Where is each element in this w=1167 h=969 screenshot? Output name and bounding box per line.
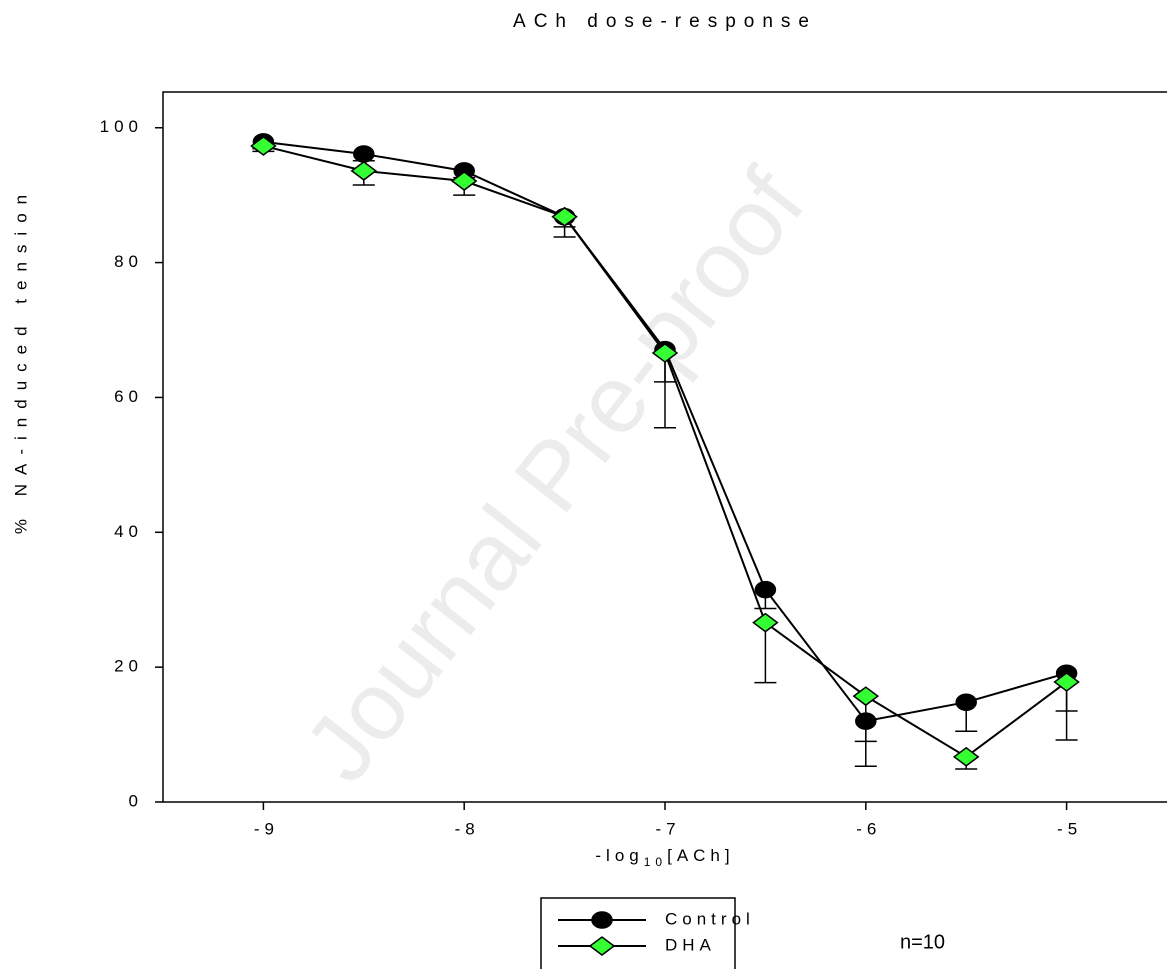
data-point: [754, 580, 777, 599]
y-tick-label: 60: [114, 387, 143, 406]
x-label-main: -log: [595, 846, 643, 865]
y-tick-label: 100: [100, 117, 143, 136]
annotation: n=10: [900, 931, 945, 953]
y-tick-label: 80: [114, 252, 143, 271]
y-tick-label: 0: [129, 791, 143, 810]
data-point: [450, 171, 478, 191]
watermark: Journal Pre-proof: [284, 150, 825, 801]
data-point: [551, 206, 578, 227]
data-point: [353, 145, 375, 163]
chart-title: ACh dose-response: [513, 11, 817, 32]
x-tick-label: -8: [455, 819, 480, 838]
error-bar: [654, 352, 676, 429]
legend-marker: [588, 936, 616, 956]
data-point: [752, 612, 779, 633]
x-axis-label: -log10[ACh]: [595, 846, 734, 869]
legend-marker: [591, 911, 613, 929]
data-point: [852, 686, 880, 707]
y-axis-label: % NA-induced tension: [11, 186, 30, 534]
data-point: [350, 160, 378, 181]
data-point: [250, 136, 277, 156]
x-tick-label: -6: [856, 819, 881, 838]
x-tick-label: -5: [1057, 819, 1082, 838]
data-point: [1053, 672, 1080, 692]
error-bar: [754, 622, 777, 684]
data-point: [955, 693, 977, 711]
legend-box: [540, 897, 736, 969]
data-point: [651, 343, 679, 363]
x-tick-label: -7: [655, 819, 680, 838]
x-label-end: [ACh]: [667, 846, 735, 865]
legend-label: Control: [665, 909, 755, 928]
x-tick-label: -9: [254, 819, 279, 838]
data-point: [952, 746, 980, 767]
legend-label: DHA: [665, 935, 716, 954]
y-tick-label: 40: [114, 522, 143, 541]
data-point: [855, 712, 877, 730]
y-tick-label: 20: [114, 657, 143, 676]
error-bar: [854, 696, 877, 768]
x-label-sub: 10: [644, 855, 667, 869]
